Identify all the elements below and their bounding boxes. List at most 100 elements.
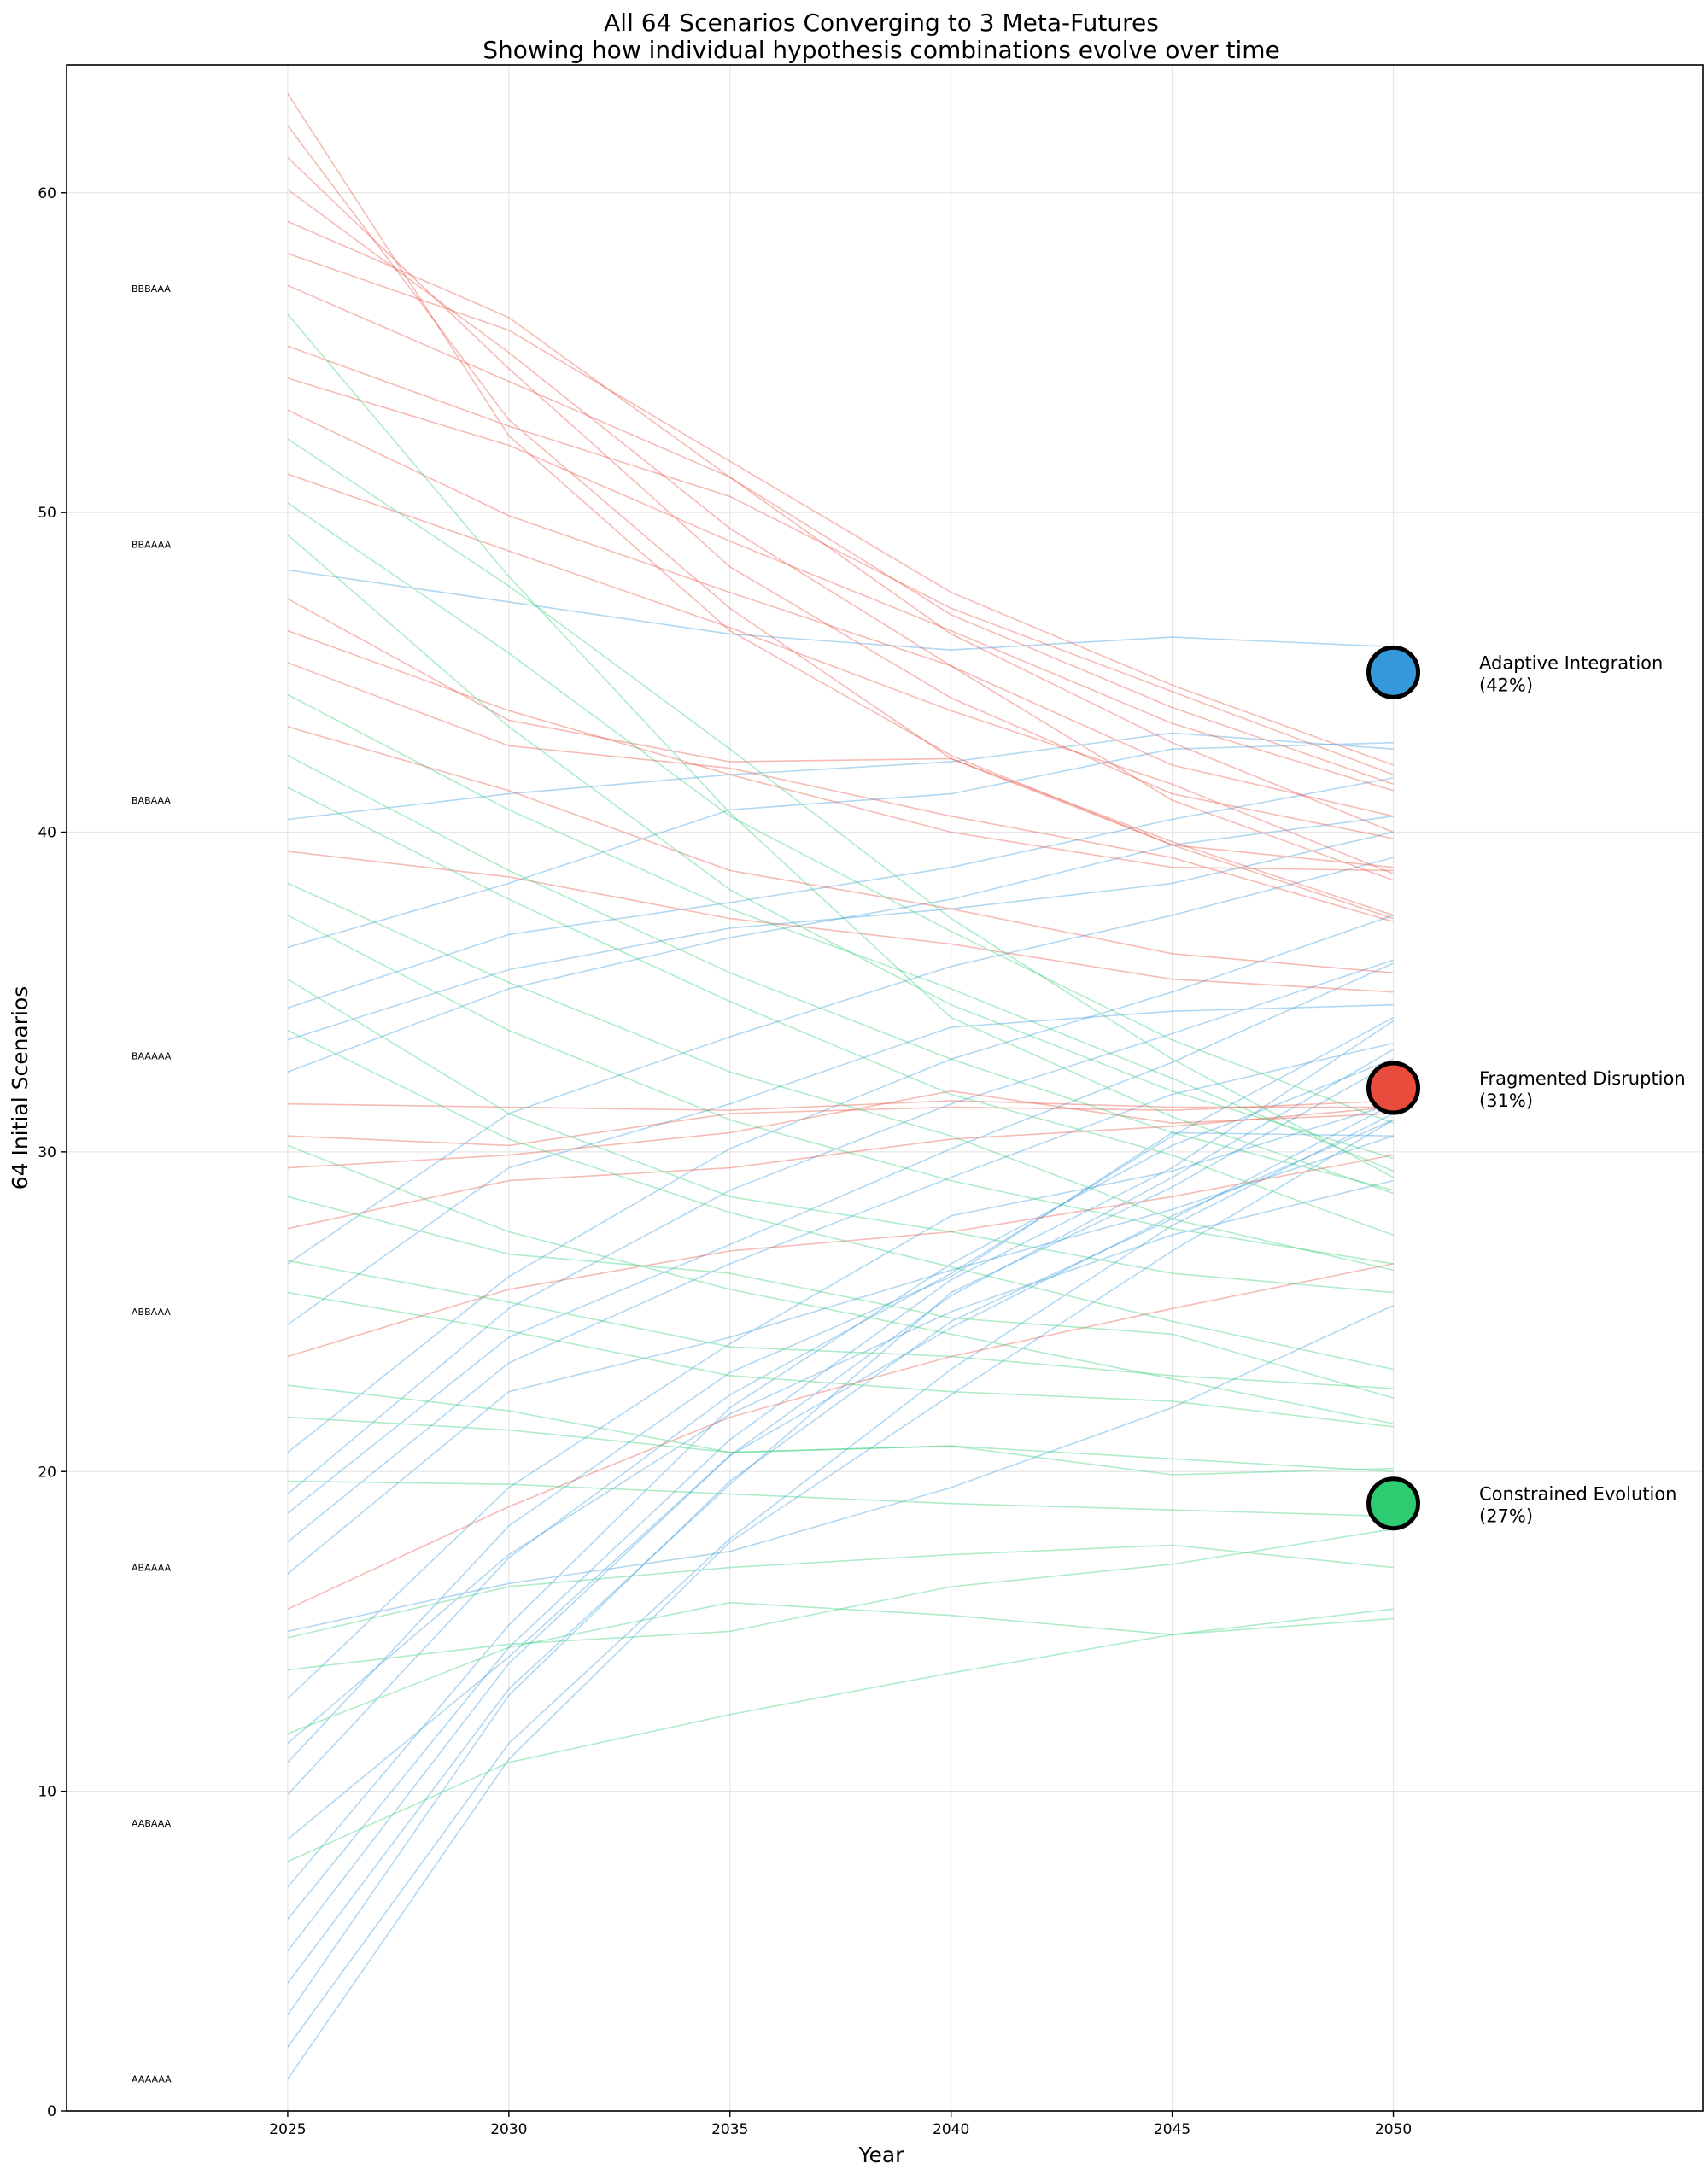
scenario-code-label: BAAAAA [132, 1051, 172, 1062]
scenario-code-label: BABAAA [132, 795, 171, 806]
scenario-line [287, 1384, 1394, 1473]
x-axis-ticks: 2025 2030 2035 2040 2045 2050 [269, 2111, 1412, 2138]
y-tick-label: 60 [38, 185, 56, 202]
scenario-line [287, 377, 1394, 792]
scenario-code-label: ABAAAA [132, 1563, 172, 1574]
scenario-code-label: ABBAAA [132, 1307, 171, 1318]
scenario-code-label: BBAAAA [132, 540, 172, 551]
scenario-line [287, 915, 1394, 1453]
scenario-line [287, 726, 1394, 973]
x-axis-label: Year [858, 2143, 905, 2167]
scenario-line [287, 1291, 1394, 1428]
meta-future-markers: Adaptive Integration(42%) Fragmented Disr… [1366, 645, 1686, 1531]
scenario-line [287, 1416, 1394, 1476]
meta-future-share: (31%) [1479, 1090, 1533, 1111]
scenario-line [287, 1016, 1394, 1795]
scenario-line [287, 777, 1394, 1009]
scenario-line [287, 962, 1394, 1514]
x-tick-label: 2045 [1154, 2121, 1190, 2138]
scenario-line [287, 754, 1394, 1191]
x-tick-label: 2030 [490, 2121, 527, 2138]
scenario-line [287, 1196, 1394, 1399]
scenario-line [287, 1544, 1394, 1639]
meta-future-marker [1366, 1476, 1421, 1531]
y-tick-label: 0 [47, 2103, 56, 2120]
scenario-lines [287, 93, 1394, 2080]
scenario-line [287, 732, 1394, 821]
scenario-line [287, 786, 1394, 1236]
scenario-line [287, 857, 1394, 1265]
meta-future-share: (42%) [1479, 675, 1533, 695]
scenario-line [287, 284, 1394, 786]
scenario-line [287, 1106, 1394, 1230]
scenario-line [287, 1131, 1394, 1763]
chart-subtitle: Showing how individual hypothesis combin… [483, 36, 1280, 64]
scenario-line [287, 438, 1394, 1178]
scenario-line [287, 693, 1394, 1172]
scenario-line [287, 125, 1394, 916]
scenario-line [287, 1029, 1394, 1371]
scenario-line [287, 189, 1394, 881]
scenario-line [287, 915, 1394, 1265]
scenario-line [287, 534, 1394, 1160]
scenario-line [287, 345, 1394, 775]
meta-future-marker [1366, 645, 1421, 699]
scenario-line [287, 1608, 1394, 1862]
scenario-line [287, 157, 1394, 839]
scenario-line [287, 598, 1394, 920]
scenario-code-label: AAAAAA [132, 2074, 172, 2085]
scenario-line [287, 741, 1394, 949]
scenario-line [287, 1601, 1394, 1734]
scenario-line [287, 1144, 1394, 1424]
scenario-line [287, 1020, 1394, 1920]
scenario-line [287, 313, 1394, 1195]
y-tick-label: 40 [38, 825, 56, 842]
scenario-line [287, 1042, 1394, 1543]
meta-future-share: (27%) [1479, 1506, 1533, 1527]
scenario-code-labels: AAAAAA AABAAA ABAAAA ABBAAA BAAAAA BABAAA BBAA… [132, 284, 172, 2085]
x-tick-label: 2035 [711, 2121, 748, 2138]
scenario-line [287, 1090, 1394, 1169]
scenario-line [287, 959, 1394, 1495]
y-tick-label: 50 [38, 505, 56, 522]
chart-title: All 64 Scenarios Converging to 3 Meta-Fu… [604, 9, 1159, 37]
y-tick-label: 10 [38, 1784, 56, 1801]
y-tick-label: 30 [38, 1144, 56, 1161]
scenario-code-label: BBBAAA [132, 284, 171, 295]
scenario-line [287, 1003, 1394, 1325]
scenario-line [287, 1102, 1394, 1699]
scenario-line [287, 1102, 1394, 2016]
scenario-line [287, 629, 1394, 872]
scenario-line [287, 1100, 1394, 1147]
scenario-line [287, 662, 1394, 923]
scenario-line [287, 1260, 1394, 1389]
scenario-line [287, 253, 1394, 766]
meta-future-marker [1366, 1061, 1421, 1115]
scenario-line [287, 1100, 1394, 1112]
scenario-line [287, 569, 1394, 651]
scenario-line [287, 93, 1394, 868]
scenario-code-label: AABAAA [132, 1818, 172, 1829]
scenario-line [287, 1135, 1394, 1575]
scenario-line [287, 1049, 1394, 1952]
scenario-line [287, 473, 1394, 874]
scenario-line [287, 1528, 1394, 1671]
plot-frame [66, 64, 1704, 2112]
scenario-line [287, 502, 1394, 1124]
scenario-line [287, 979, 1394, 1294]
meta-future-name: Constrained Evolution [1479, 1484, 1676, 1505]
scenario-line [287, 1480, 1394, 1517]
y-tick-label: 20 [38, 1464, 56, 1481]
scenario-line [287, 1179, 1394, 1745]
x-tick-label: 2040 [933, 2121, 969, 2138]
x-tick-label: 2025 [269, 2121, 306, 2138]
scenario-line [287, 816, 1394, 1073]
scenario-line [287, 409, 1394, 817]
scenario-line [287, 851, 1394, 993]
meta-future-name: Adaptive Integration [1479, 652, 1663, 673]
scenario-line [287, 1304, 1394, 1633]
scenario-line [287, 1154, 1394, 1358]
scenario-line [287, 1058, 1394, 1888]
meta-future-name: Fragmented Disruption [1479, 1068, 1686, 1089]
